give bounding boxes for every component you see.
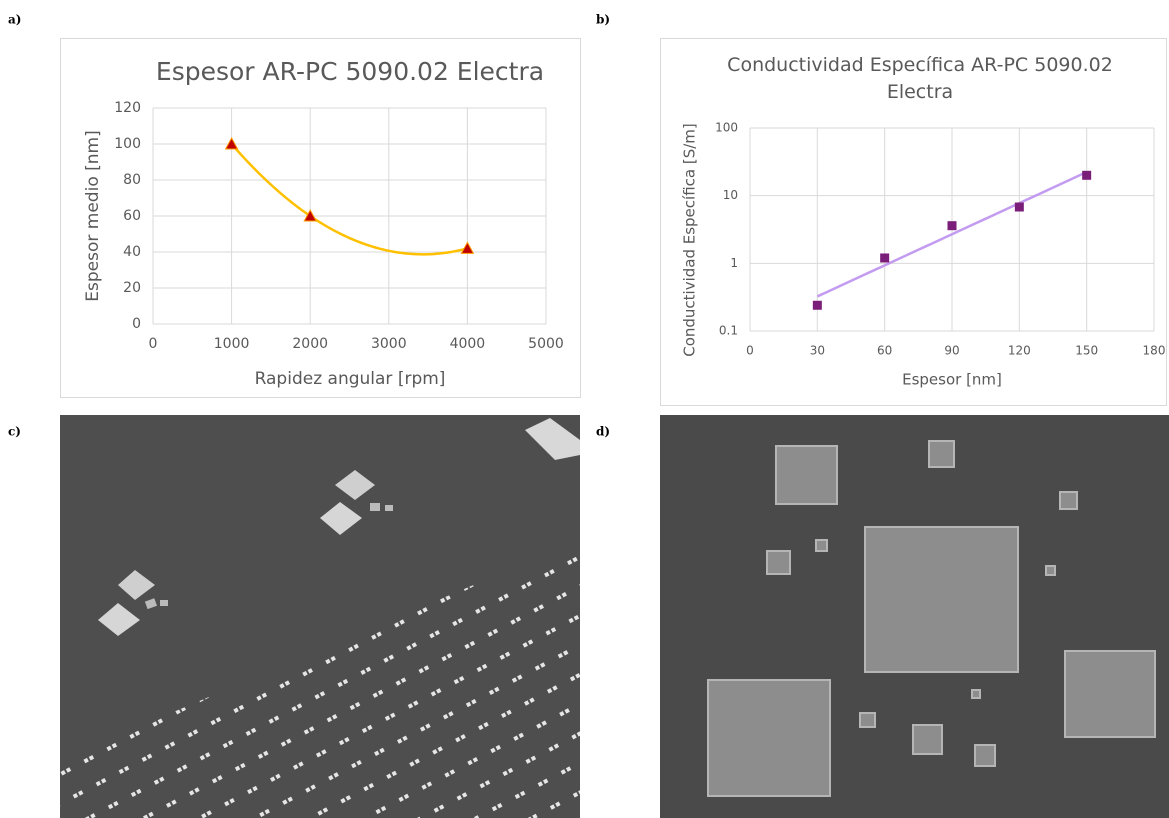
x-tick-label: 180 [1143,344,1166,358]
point [1082,171,1091,180]
x-tick-label: 4000 [450,336,486,352]
y-tick-label: 100 [114,136,141,152]
chart-title: Conductividad Específica AR-PC 5090.02 E… [700,52,1140,106]
panel-label: d) [596,425,610,439]
point [880,253,889,262]
figure: a) b) c) d) [0,0,1169,818]
point [813,301,822,310]
x-tick-label: 60 [877,344,892,358]
y-tick-label: 0 [132,316,141,332]
x-tick-label: 120 [1008,344,1031,358]
y-tick-label: 20 [123,280,141,296]
y-tick-label: 1 [730,256,738,270]
x-tick-label: 150 [1075,344,1098,358]
x-tick-label: 2000 [292,336,328,352]
x-tick-label: 1000 [214,336,250,352]
x-tick-label: 0 [746,344,754,358]
y-tick-label: 10 [723,188,738,202]
chart-title: Espesor AR-PC 5090.02 Electra [156,57,544,86]
y-axis-label: Espesor medio [nm] [83,130,103,301]
point [1015,203,1024,212]
sem-image [60,415,580,818]
point [948,221,957,230]
x-axis-label: Espesor [nm] [902,371,1002,389]
x-axis-label: Rapidez angular [rpm] [255,369,446,389]
y-tick-label: 120 [114,100,141,116]
y-tick-label: 40 [123,244,141,260]
y-tick-label: 60 [123,208,141,224]
x-tick-label: 3000 [371,336,407,352]
page: a) b) c) d) [0,0,1169,818]
x-tick-label: 5000 [528,336,564,352]
y-tick-label: 80 [123,172,141,188]
x-tick-label: 90 [944,344,959,358]
x-tick-label: 30 [810,344,825,358]
panel-label: c) [8,425,21,439]
y-tick-label: 100 [715,121,738,135]
y-axis-label: Conductividad Específica [S/m] [681,123,699,357]
y-tick-label: 0.1 [719,324,738,338]
x-tick-label: 0 [149,336,158,352]
panel-label: b) [596,13,610,27]
sem-image [660,415,1169,818]
panel-label: a) [8,13,21,27]
